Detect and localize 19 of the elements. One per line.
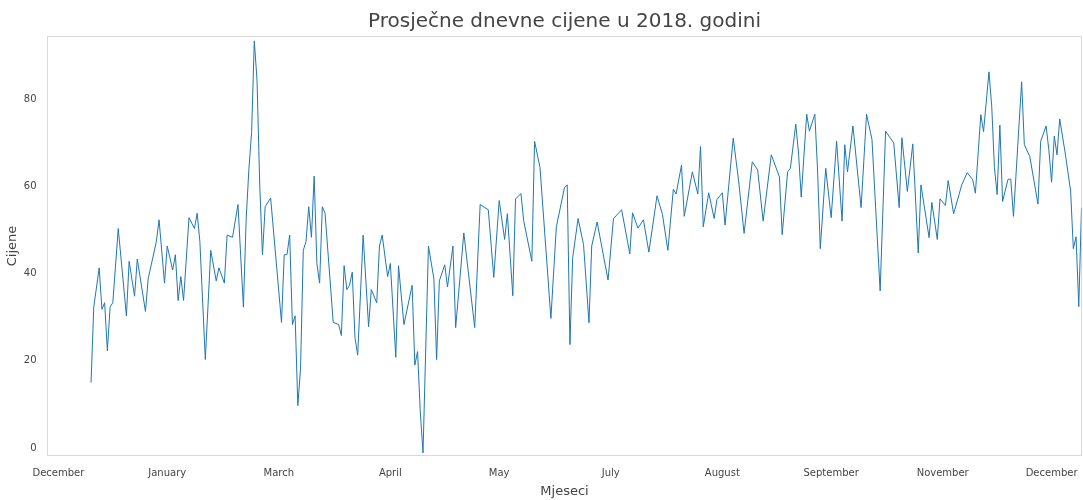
y-tick-label: 80 [23,92,37,104]
x-tick-label: May [488,466,510,478]
y-tick-label: 40 [23,267,37,279]
y-tick-label: 20 [23,354,37,366]
x-tick-label: December [32,466,86,478]
y-axis-title: Cijene [3,225,19,267]
x-tick-label: August [704,466,740,478]
line-series [90,40,1082,454]
y-tick-label: 60 [23,179,37,191]
x-tick-label: December [1025,466,1079,478]
x-tick-label: July [600,466,620,478]
x-tick-label: March [263,466,295,478]
x-axis-title: Mjeseci [540,482,589,498]
x-tick-label: September [803,466,860,478]
y-tick-label: 0 [30,441,37,453]
x-tick-label: November [916,466,970,478]
x-tick-label: January [147,466,187,478]
chart-title: Prosječne dnevne cijene u 2018. godini [368,7,762,32]
x-tick-label: April [378,466,402,478]
